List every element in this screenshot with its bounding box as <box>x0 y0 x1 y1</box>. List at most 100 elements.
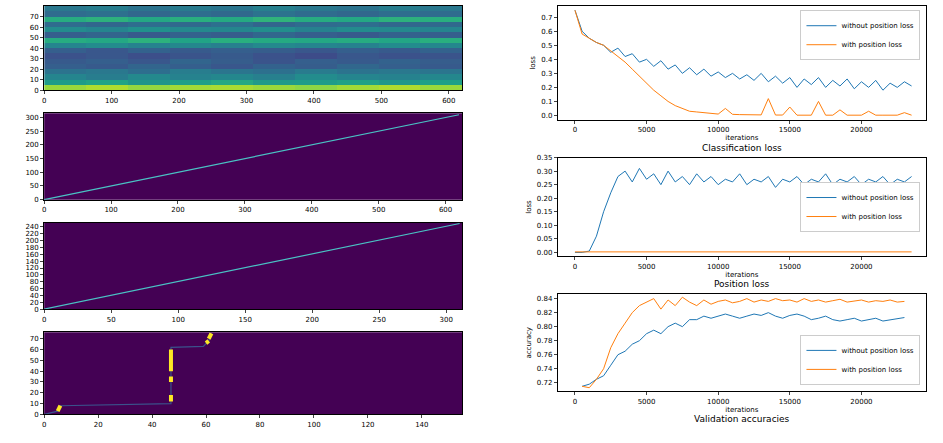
svg-text:10: 10 <box>30 400 39 408</box>
svg-text:Classification loss: Classification loss <box>702 143 782 153</box>
svg-text:300: 300 <box>440 316 453 324</box>
svg-text:300: 300 <box>240 97 253 105</box>
svg-text:140: 140 <box>415 421 428 429</box>
svg-text:40: 40 <box>30 368 39 376</box>
svg-text:0.74: 0.74 <box>537 365 553 373</box>
svg-text:40: 40 <box>30 45 39 53</box>
svg-text:200: 200 <box>172 97 185 105</box>
svg-text:60: 60 <box>30 24 39 32</box>
svg-text:20000: 20000 <box>850 263 872 271</box>
svg-text:500: 500 <box>375 97 388 105</box>
svg-text:20000: 20000 <box>850 126 872 134</box>
svg-text:20: 20 <box>30 389 39 397</box>
svg-text:70: 70 <box>30 13 39 21</box>
svg-text:40: 40 <box>30 292 39 300</box>
svg-text:0.20: 0.20 <box>537 195 553 203</box>
svg-text:220: 220 <box>25 230 38 238</box>
svg-text:0.76: 0.76 <box>537 351 553 359</box>
svg-text:Validation accuracies: Validation accuracies <box>694 414 790 424</box>
svg-text:250: 250 <box>25 128 38 136</box>
svg-text:0.80: 0.80 <box>537 323 553 331</box>
svg-text:0: 0 <box>34 306 38 314</box>
svg-text:30: 30 <box>30 55 39 63</box>
svg-text:0.3: 0.3 <box>541 70 552 78</box>
svg-text:0.15: 0.15 <box>537 208 553 216</box>
svg-text:0: 0 <box>573 398 577 406</box>
svg-text:0: 0 <box>42 421 46 429</box>
svg-text:500: 500 <box>372 206 385 214</box>
svg-text:with position loss: with position loss <box>841 41 902 49</box>
svg-text:140: 140 <box>25 258 38 266</box>
svg-text:20000: 20000 <box>850 398 872 406</box>
svg-text:50: 50 <box>107 316 116 324</box>
svg-text:10: 10 <box>30 76 39 84</box>
svg-text:0.6: 0.6 <box>541 28 553 36</box>
svg-text:70: 70 <box>30 335 39 343</box>
svg-text:iterations: iterations <box>725 134 759 142</box>
svg-text:without position loss: without position loss <box>841 347 913 355</box>
svg-text:0: 0 <box>34 87 38 95</box>
svg-text:100: 100 <box>307 421 320 429</box>
svg-text:200: 200 <box>171 206 184 214</box>
svg-text:accuracy: accuracy <box>525 327 533 359</box>
svg-text:0: 0 <box>42 316 46 324</box>
svg-text:0.84: 0.84 <box>537 295 553 303</box>
svg-text:0.0: 0.0 <box>541 112 552 120</box>
svg-text:0.5: 0.5 <box>541 42 552 50</box>
svg-text:0.2: 0.2 <box>541 84 552 92</box>
svg-text:250: 250 <box>373 316 386 324</box>
svg-text:0.30: 0.30 <box>537 168 553 176</box>
svg-text:80: 80 <box>30 278 39 286</box>
svg-text:0: 0 <box>573 126 577 134</box>
svg-text:with position loss: with position loss <box>841 213 902 221</box>
svg-text:400: 400 <box>305 206 318 214</box>
svg-text:160: 160 <box>25 251 38 259</box>
svg-text:0.35: 0.35 <box>537 154 553 162</box>
svg-text:50: 50 <box>30 357 39 365</box>
svg-text:iterations: iterations <box>725 271 759 279</box>
svg-text:50: 50 <box>30 34 39 42</box>
svg-text:0: 0 <box>34 196 38 204</box>
svg-text:200: 200 <box>306 316 319 324</box>
svg-text:without position loss: without position loss <box>841 22 913 30</box>
svg-text:200: 200 <box>25 141 38 149</box>
svg-text:loss: loss <box>529 56 537 70</box>
svg-text:0.72: 0.72 <box>537 379 553 387</box>
svg-text:150: 150 <box>25 155 38 163</box>
svg-text:0.00: 0.00 <box>537 249 553 257</box>
svg-text:0: 0 <box>42 206 46 214</box>
svg-text:15000: 15000 <box>779 126 801 134</box>
svg-text:0.05: 0.05 <box>537 235 553 243</box>
svg-text:0: 0 <box>42 97 46 105</box>
svg-text:100: 100 <box>104 206 117 214</box>
svg-text:15000: 15000 <box>779 398 801 406</box>
svg-text:10000: 10000 <box>707 126 729 134</box>
svg-text:10000: 10000 <box>707 263 729 271</box>
svg-text:10000: 10000 <box>707 398 729 406</box>
svg-text:40: 40 <box>148 421 157 429</box>
svg-text:0.82: 0.82 <box>537 309 553 317</box>
svg-text:50: 50 <box>30 182 39 190</box>
svg-text:600: 600 <box>442 97 455 105</box>
svg-text:15000: 15000 <box>779 263 801 271</box>
svg-text:0.25: 0.25 <box>537 181 553 189</box>
svg-text:100: 100 <box>25 169 38 177</box>
svg-text:30: 30 <box>30 378 39 386</box>
svg-text:600: 600 <box>439 206 452 214</box>
svg-text:300: 300 <box>25 114 38 122</box>
svg-text:60: 60 <box>202 421 211 429</box>
svg-text:5000: 5000 <box>638 263 656 271</box>
svg-text:0.78: 0.78 <box>537 337 553 345</box>
svg-text:180: 180 <box>25 244 38 252</box>
svg-text:120: 120 <box>361 421 374 429</box>
svg-text:without position loss: without position loss <box>841 194 913 202</box>
svg-text:120: 120 <box>25 264 38 272</box>
svg-text:100: 100 <box>172 316 185 324</box>
svg-text:300: 300 <box>238 206 251 214</box>
svg-text:0.4: 0.4 <box>541 56 553 64</box>
svg-text:iterations: iterations <box>725 406 759 414</box>
svg-text:20: 20 <box>30 299 39 307</box>
svg-text:loss: loss <box>525 200 533 214</box>
svg-text:0.1: 0.1 <box>541 98 552 106</box>
svg-text:100: 100 <box>25 271 38 279</box>
